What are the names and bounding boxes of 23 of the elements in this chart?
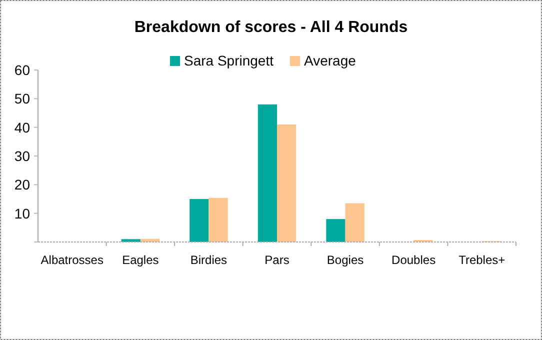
y-tick-label: 10 [14, 205, 30, 222]
x-tick-label: Bogies [326, 253, 364, 267]
legend-label: Average [304, 52, 356, 68]
y-tick-label: 40 [14, 119, 30, 136]
bar [208, 198, 228, 242]
x-tick-label: Eagles [122, 253, 159, 267]
x-tick-label: Albatrosses [40, 253, 104, 267]
y-tick-label: 30 [14, 148, 30, 164]
bar [121, 239, 140, 242]
x-tick-label: Doubles [392, 253, 436, 267]
bar [326, 219, 346, 242]
x-tick-label: Trebles+ [458, 253, 506, 267]
x-tick-label: Birdies [190, 253, 228, 267]
y-tick-label: 20 [14, 176, 30, 193]
y-tick-label: 50 [14, 90, 30, 107]
bar [345, 203, 364, 242]
bar [190, 199, 209, 242]
y-tick-label: 60 [14, 62, 30, 78]
bar [258, 104, 277, 242]
bar [277, 124, 296, 242]
legend-label: Sara Springett [184, 52, 274, 68]
chart-title: Breakdown of scores - All 4 Rounds [134, 19, 408, 36]
x-tick-label: Pars [264, 253, 290, 267]
